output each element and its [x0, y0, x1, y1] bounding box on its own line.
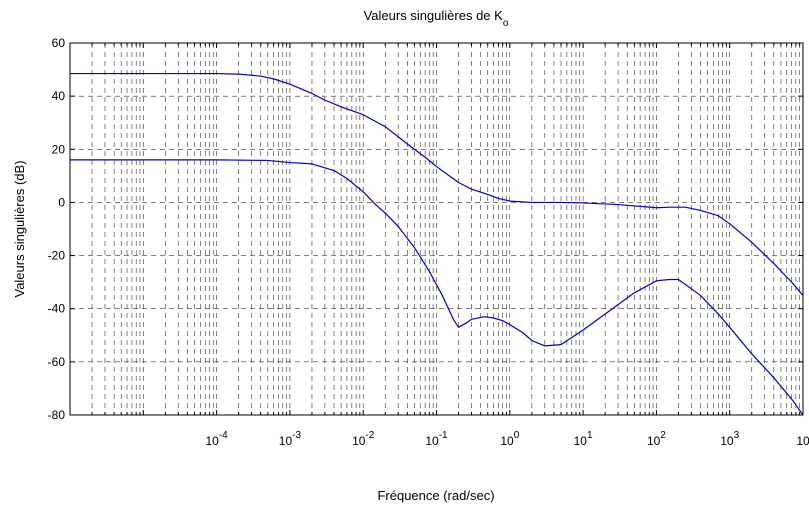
x-tick-label: 10-1 [425, 430, 448, 448]
y-tick-label: -60 [48, 355, 66, 369]
x-axis-label: Fréquence (rad/sec) [377, 488, 494, 503]
x-tick-label: 10-3 [279, 430, 302, 448]
x-tick-label: 10 [796, 434, 809, 448]
x-tick-label: 100 [500, 430, 519, 448]
x-tick-label: 10-2 [352, 430, 375, 448]
series-line-1 [70, 72, 804, 296]
y-tick-label: -20 [48, 249, 66, 263]
y-tick-label: -80 [48, 408, 66, 422]
y-axis-label: Valeurs singulières (dB) [12, 160, 27, 297]
y-tick-label: -40 [48, 302, 66, 316]
x-tick-label: 10-4 [205, 430, 228, 448]
tick-marks [70, 42, 803, 416]
y-tick-label: 0 [58, 195, 65, 209]
chart-title-subscript: o [503, 18, 509, 29]
series-lines [70, 72, 804, 416]
y-tick-label: 60 [52, 36, 66, 50]
y-tick-label: 20 [52, 142, 66, 156]
chart-title-main: Valeurs singulières de K [364, 8, 504, 23]
series-line-2 [70, 159, 804, 416]
y-tick-label: 40 [52, 89, 66, 103]
grid-lines [70, 43, 803, 415]
x-tick-label: 103 [720, 430, 739, 448]
y-tick-labels: 60 40 20 0 -20 -40 -60 -80 [48, 36, 66, 422]
x-tick-label: 101 [574, 430, 593, 448]
chart-title: Valeurs singulières de Ko [364, 8, 509, 29]
x-tick-labels: 10-4 10-3 10-2 10-1 100 101 102 103 10 [205, 430, 809, 448]
x-tick-label: 102 [647, 430, 666, 448]
